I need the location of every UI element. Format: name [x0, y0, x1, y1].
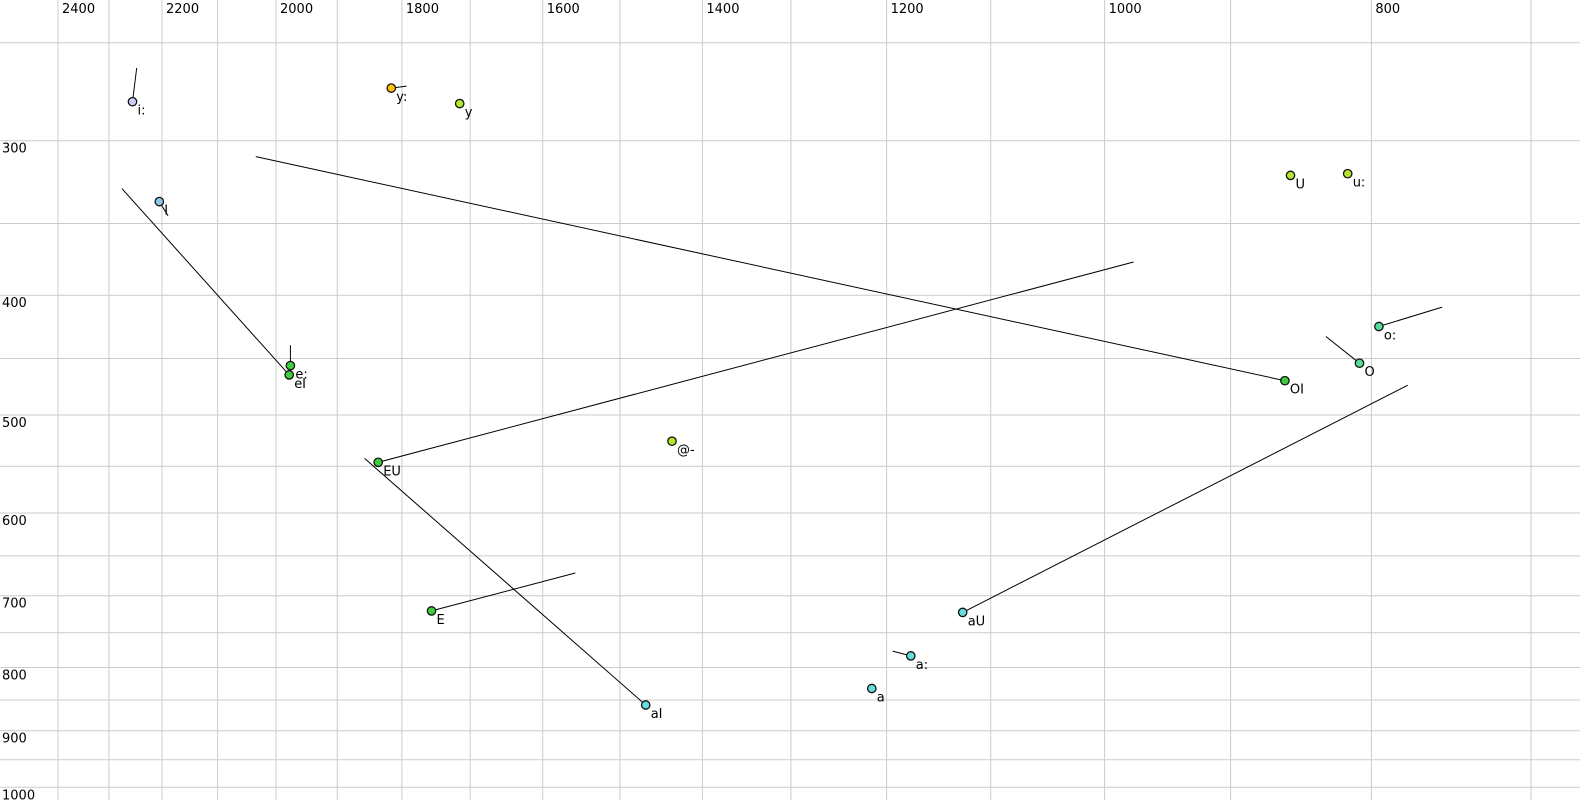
x-tick-label: 2200: [166, 2, 199, 17]
vowel-point: [154, 196, 165, 207]
y-tick-label: 900: [2, 732, 27, 747]
vowel-tail: [1325, 336, 1360, 364]
vowel-point: [640, 700, 651, 710]
vowel-label: a: [877, 691, 885, 706]
vowel-label: EU: [383, 464, 401, 479]
vowel-point: [667, 436, 677, 447]
y-tick-label: 300: [2, 142, 27, 157]
vowel-label: O: [1365, 365, 1375, 380]
vowel-point: [454, 98, 465, 109]
y-tick-label: 800: [2, 669, 27, 684]
x-tick-label: 1600: [547, 2, 580, 17]
vowel-point: [284, 370, 295, 380]
x-tick-label: 800: [1375, 2, 1400, 17]
vowel-tail: [378, 261, 1134, 463]
vowel-point: [905, 651, 916, 661]
vowel-label: u:: [1353, 176, 1366, 191]
vowel-label: @-: [677, 443, 695, 458]
vowel-point: [866, 683, 877, 694]
y-tick-label: 500: [2, 416, 27, 431]
vowel-point: [1374, 321, 1384, 332]
x-tick-label: 1800: [406, 2, 439, 17]
vowel-label: eI: [294, 377, 306, 392]
y-tick-label: 400: [2, 296, 27, 311]
vowel-label: U: [1296, 177, 1306, 192]
x-tick-label: 1400: [706, 2, 739, 17]
vowel-tail: [255, 156, 1286, 382]
vowel-point: [127, 96, 138, 107]
vowel-label: i:: [138, 104, 146, 119]
vowel-label: y:: [396, 90, 407, 105]
vowel-label: OI: [1290, 383, 1304, 398]
vowel-point: [1342, 168, 1353, 179]
vowel-label: a:: [916, 658, 928, 673]
vowel-label: aI: [651, 707, 663, 722]
vowel-tail: [132, 67, 138, 102]
x-tick-label: 2400: [62, 2, 95, 17]
vowel-tail: [431, 572, 576, 612]
vowel-point: [1354, 358, 1365, 369]
y-tick-label: 600: [2, 514, 27, 529]
vowel-label: I: [164, 204, 168, 219]
vowel-point: [373, 457, 384, 468]
vowel-point: [386, 83, 397, 93]
vowel-label: y: [465, 106, 473, 121]
vowel-tail: [962, 384, 1409, 613]
y-tick-label: 1000: [2, 788, 35, 800]
vowel-tail: [121, 188, 290, 376]
vowel-label: o:: [1384, 329, 1396, 344]
vowel-point: [1280, 375, 1290, 386]
vowel-label: E: [437, 613, 445, 628]
vowel-point: [426, 606, 437, 616]
vowel-label: e:: [295, 368, 307, 383]
vowel-point: [285, 360, 296, 371]
x-tick-label: 2000: [280, 2, 313, 17]
vowel-point: [957, 607, 968, 618]
x-tick-label: 1000: [1109, 2, 1142, 17]
vowel-tail: [364, 458, 647, 706]
x-tick-label: 1200: [891, 2, 924, 17]
y-tick-label: 700: [2, 597, 27, 612]
vowel-tail: [1378, 306, 1443, 327]
vowel-point: [1285, 170, 1296, 181]
vowel-label: aU: [968, 614, 985, 629]
